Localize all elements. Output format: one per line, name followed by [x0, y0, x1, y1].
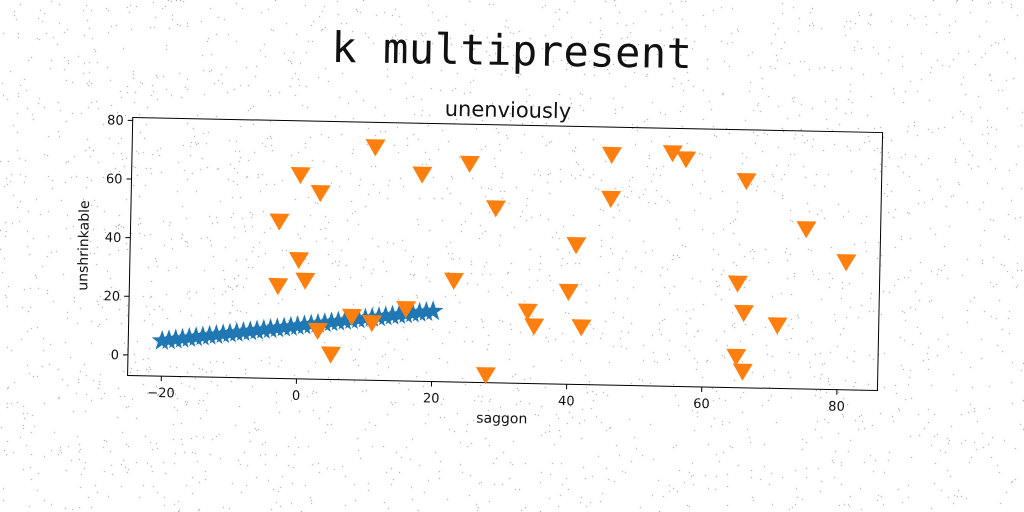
- triangle-point: [362, 315, 383, 333]
- triangle-point: [524, 318, 545, 336]
- triangle-point: [269, 213, 290, 231]
- y-tick-label: 40: [105, 231, 122, 246]
- triangle-point: [295, 272, 316, 290]
- star-point: [171, 327, 193, 348]
- star-point: [178, 326, 200, 348]
- triangle-point: [732, 363, 753, 381]
- triangle-point: [571, 319, 592, 337]
- triangle-point: [558, 283, 579, 301]
- triangle-point: [288, 251, 309, 270]
- star-point: [260, 318, 281, 339]
- triangle-point: [475, 367, 496, 385]
- star-point: [327, 310, 349, 331]
- triangle-point: [444, 272, 465, 290]
- triangle-point: [736, 172, 757, 191]
- triangle-point: [601, 190, 622, 208]
- star-point: [253, 318, 275, 339]
- triangle-point: [396, 301, 417, 319]
- triangle-point: [341, 308, 362, 326]
- star-point: [185, 326, 207, 347]
- triangle-point: [459, 155, 480, 173]
- star-point: [334, 309, 356, 330]
- triangle-point: [290, 166, 311, 185]
- triangle-point: [310, 184, 331, 203]
- star-point: [232, 321, 254, 342]
- triangle-point: [727, 275, 748, 293]
- axis-ticks: −20 0 20 40 60 80 0 20 40 60 80: [103, 113, 845, 415]
- x-axis-label: saggon: [476, 410, 527, 427]
- star-point: [314, 312, 336, 333]
- y-axis-label: unshrinkable: [75, 200, 93, 291]
- star-point: [348, 308, 369, 329]
- y-tick-label: 80: [107, 113, 124, 128]
- star-point: [246, 319, 268, 340]
- star-point: [320, 311, 342, 332]
- triangle-point: [320, 346, 341, 364]
- star-point: [212, 323, 234, 344]
- x-tick-label: 60: [693, 397, 710, 412]
- star-point: [293, 314, 315, 335]
- star-point: [415, 300, 437, 321]
- x-tick-label: −20: [147, 386, 175, 402]
- star-point: [266, 317, 288, 338]
- star-point: [226, 321, 248, 342]
- triangle-point: [767, 317, 788, 335]
- triangle-point: [307, 322, 328, 340]
- triangle-point: [365, 139, 386, 157]
- triangle-point: [601, 146, 622, 165]
- triangle-point: [726, 348, 747, 366]
- star-point: [287, 315, 309, 336]
- chart-title: unenviously: [445, 97, 572, 124]
- triangle-point: [796, 221, 817, 239]
- chart-body: unenviously saggon unshrinkable −20 0 20 40…: [75, 97, 884, 427]
- star-point: [409, 301, 430, 322]
- star-point: [219, 322, 241, 343]
- x-tick-label: 20: [423, 391, 440, 406]
- triangle-point: [566, 237, 587, 255]
- triangle-point: [268, 277, 289, 296]
- star-point: [381, 304, 403, 325]
- star-point: [205, 324, 227, 345]
- triangle-point: [676, 151, 697, 169]
- star-point: [307, 312, 329, 333]
- star-point: [165, 328, 187, 349]
- y-tick-label: 60: [106, 172, 123, 187]
- plot-area-frame: [127, 116, 884, 392]
- star-point: [192, 325, 214, 346]
- x-tick-label: 80: [828, 400, 845, 415]
- triangle-point: [733, 304, 754, 323]
- star-point: [151, 329, 173, 350]
- star-point: [239, 320, 261, 341]
- star-point: [280, 315, 302, 336]
- triangle-point: [517, 303, 538, 321]
- data-marks: [151, 139, 857, 385]
- triangle-point: [836, 254, 857, 272]
- x-tick-label: 0: [292, 389, 301, 404]
- star-point: [422, 300, 444, 321]
- star-point: [375, 305, 397, 326]
- x-tick-label: 40: [558, 394, 575, 409]
- y-tick-label: 0: [111, 348, 120, 363]
- triangle-point: [662, 145, 683, 163]
- y-tick-label: 20: [103, 289, 120, 304]
- triangle-point: [412, 166, 433, 184]
- triangle-point: [486, 200, 507, 218]
- star-point: [402, 302, 424, 323]
- star-point: [199, 324, 220, 345]
- star-point: [273, 316, 295, 337]
- star-point: [388, 303, 410, 324]
- star-point: [158, 329, 180, 350]
